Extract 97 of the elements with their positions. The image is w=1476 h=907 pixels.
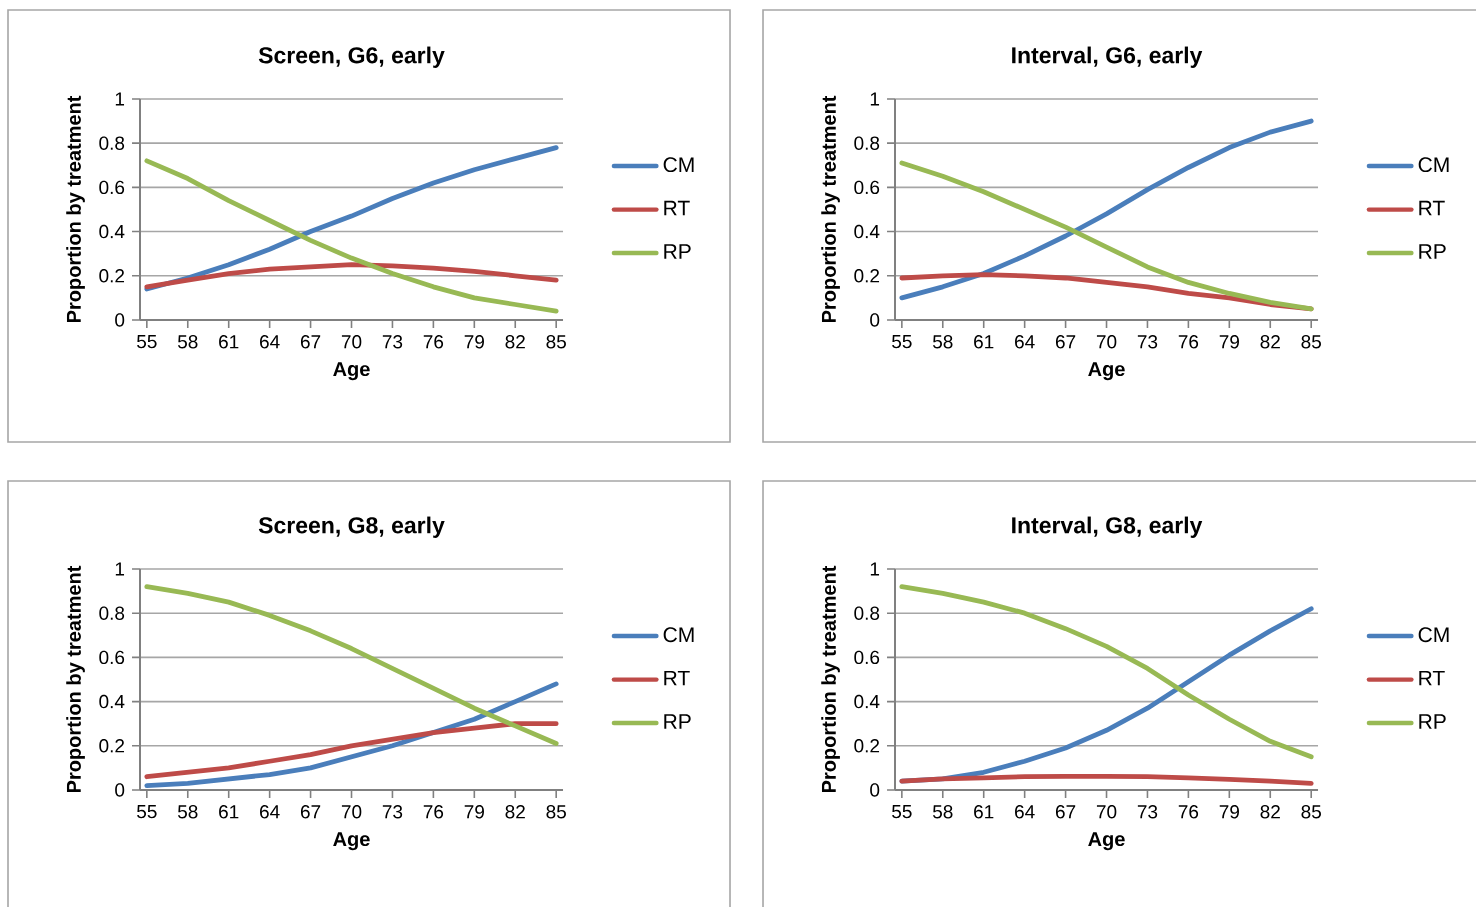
x-tick-label: 70 [1096,805,1117,819]
y-tick-label: 0.4 [99,694,125,709]
x-tick-label: 76 [1178,805,1199,819]
x-tick-label: 76 [423,805,444,819]
x-tick-label: 76 [1178,335,1199,349]
y-tick-label: 0.8 [99,136,125,150]
x-tick-label: 55 [892,335,912,349]
x-axis-title: Age [333,832,370,851]
y-tick-label: 0.4 [854,224,880,239]
y-tick-label: 0.4 [99,224,125,239]
legend-label: RT [1419,670,1445,686]
x-tick-label: 67 [300,335,321,349]
y-axis-title: Proportion by treatment [66,95,85,323]
x-tick-label: 82 [1260,805,1280,819]
legend-label: RP [1419,714,1446,729]
x-tick-label: 70 [1096,335,1117,349]
y-tick-label: 0.8 [854,136,880,150]
x-tick-label: 85 [1301,335,1321,349]
y-tick-label: 0.4 [854,694,880,709]
chart-title: Screen, G8, early [258,516,445,538]
x-tick-label: 58 [932,335,953,349]
x-tick-label: 61 [219,335,239,349]
y-axis-title: Proportion by treatment [66,565,85,793]
x-tick-label: 79 [1219,335,1239,349]
y-tick-label: 0.8 [854,606,880,620]
chart-title: Interval, G8, early [1012,516,1203,538]
y-tick-label: 1 [870,562,880,576]
legend-label: RP [1419,244,1446,259]
y-axis-title: Proportion by treatment [821,565,840,793]
y-tick-label: 0.2 [99,739,125,753]
x-tick-label: 79 [464,335,484,349]
chart-title: Screen, G6, early [258,46,445,68]
y-tick-label: 0.2 [854,739,880,753]
x-tick-label: 85 [546,335,566,349]
line-series [899,584,1314,760]
line-series [144,158,559,314]
x-tick-label: 79 [1219,805,1239,819]
y-tick-label: 0.6 [99,180,125,195]
x-tick-label: 64 [1015,335,1035,349]
x-tick-label: 73 [382,805,403,819]
legend-label: CM [663,627,694,643]
line-series [899,118,1314,301]
x-tick-label: 73 [1137,805,1158,819]
x-tick-label: 85 [1301,805,1321,819]
line-series [144,262,559,290]
y-tick-label: 0.6 [99,650,125,665]
x-tick-label: 58 [932,805,953,819]
x-tick-label: 64 [260,335,280,349]
x-tick-label: 61 [974,805,994,819]
x-tick-label: 85 [546,805,566,819]
y-tick-label: 0.2 [99,269,125,283]
x-tick-label: 70 [341,335,362,349]
x-tick-label: 73 [1137,335,1158,349]
legend-label: RT [664,670,690,686]
x-tick-label: 73 [382,335,403,349]
x-tick-label: 55 [137,335,157,349]
x-axis-title: Age [1088,832,1125,851]
x-tick-label: 55 [892,805,912,819]
y-tick-label: 1 [115,92,125,106]
y-tick-label: 0.6 [854,180,880,195]
legend-label: CM [663,157,694,173]
line-series [899,773,1314,786]
y-tick-label: 0 [115,783,125,797]
y-tick-label: 0.2 [854,269,880,283]
x-tick-label: 58 [177,805,198,819]
x-tick-label: 61 [219,805,239,819]
x-axis-title: Age [1088,362,1125,381]
x-tick-label: 61 [974,335,994,349]
y-tick-label: 0 [870,313,880,327]
x-tick-label: 82 [1260,335,1280,349]
legend-label: RT [1419,200,1445,216]
y-tick-label: 1 [115,562,125,576]
x-tick-label: 82 [505,805,525,819]
x-tick-label: 64 [1015,805,1035,819]
x-tick-label: 70 [341,805,362,819]
legend-label: RP [664,244,691,259]
x-tick-label: 64 [260,805,280,819]
x-tick-label: 67 [1055,335,1076,349]
x-tick-label: 76 [423,335,444,349]
x-tick-label: 58 [177,335,198,349]
legend-label: CM [1418,627,1449,643]
x-axis-title: Age [333,362,370,381]
x-tick-label: 67 [1055,805,1076,819]
y-tick-label: 0 [115,313,125,327]
x-tick-label: 67 [300,805,321,819]
y-tick-label: 0.8 [99,606,125,620]
legend-label: RT [664,200,690,216]
legend-label: RP [664,714,691,729]
x-tick-label: 55 [137,805,157,819]
x-tick-label: 82 [505,335,525,349]
y-axis-title: Proportion by treatment [821,95,840,323]
chart-title: Interval, G6, early [1012,46,1203,68]
x-tick-label: 79 [464,805,484,819]
legend-label: CM [1418,157,1449,173]
y-tick-label: 0.6 [854,650,880,665]
y-tick-label: 1 [870,92,880,106]
y-tick-label: 0 [870,783,880,797]
